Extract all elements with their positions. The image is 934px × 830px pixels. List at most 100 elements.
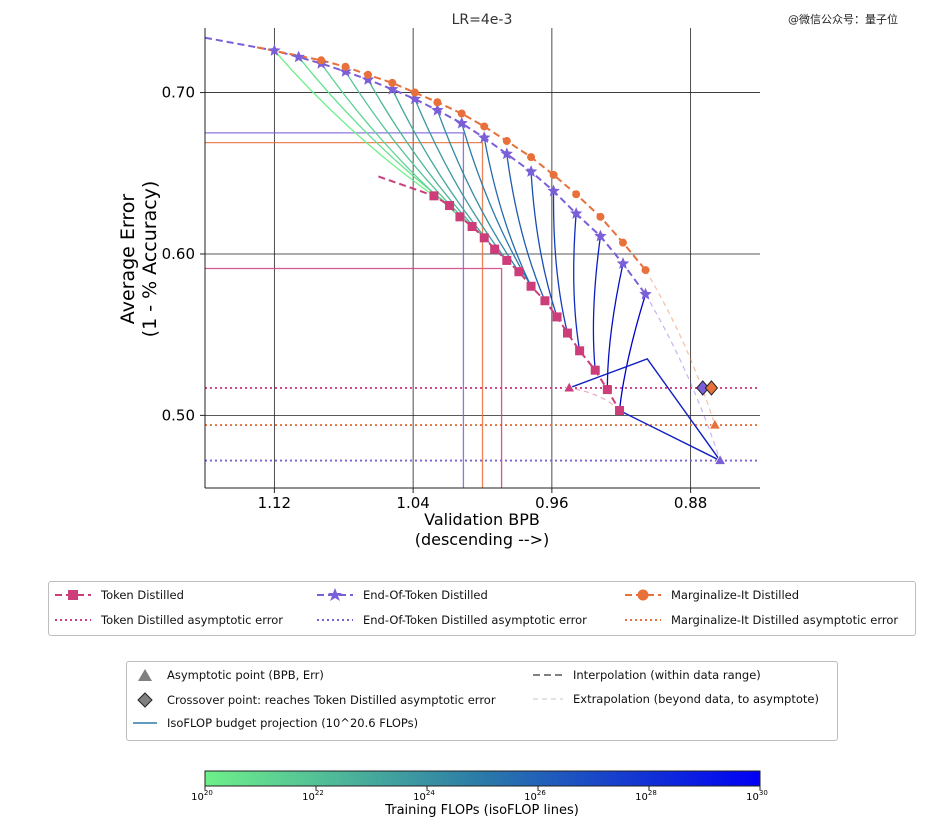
data-point-circle (341, 62, 350, 71)
data-point-square (455, 212, 465, 222)
chart-title: LR=4e-3 (452, 12, 513, 28)
isoflop-line (414, 98, 508, 261)
data-point-star (386, 82, 399, 95)
tick-labels: 1.12 1.04 0.96 0.88 0.50 0.60 0.70 (162, 84, 708, 512)
legend-dotted-line (625, 619, 661, 621)
x-tick-label: 1.04 (396, 494, 429, 512)
colorbar-tick-label: 1020 (191, 789, 213, 803)
reference-line (205, 267, 503, 488)
legend-label: Interpolation (within data range) (573, 668, 761, 682)
isoflop-line (619, 409, 721, 462)
reference-line (205, 141, 484, 488)
legend-eot-distilled: End-Of-Token Distilled (315, 588, 488, 602)
isoflop-line (436, 110, 520, 273)
marker-legend: Asymptotic point (BPB, Err) Interpolatio… (126, 661, 838, 741)
isoflop-line (573, 213, 581, 351)
legend-dotted-line (317, 619, 353, 621)
data-point-star (500, 147, 513, 160)
data-point-star (268, 44, 281, 56)
data-point-circle (317, 56, 326, 65)
crossover-point (696, 380, 710, 396)
data-point-circle (641, 266, 650, 275)
isoflop-line (367, 79, 485, 239)
data-point-square (467, 222, 477, 232)
legend-solid-line (133, 722, 157, 724)
isoflop-line (618, 294, 647, 411)
colorbar-label: Training FLOPs (isoFLOP lines) (384, 803, 579, 818)
x-axis-label: Validation BPB (424, 510, 540, 529)
isoflop-line (506, 153, 546, 302)
legend-label: End-Of-Token Distilled (363, 588, 488, 602)
watermark: @微信公众号：量子位 (788, 13, 898, 26)
x-tick-label: 0.88 (674, 494, 707, 512)
data-point-square (540, 296, 550, 306)
legend-square-marker (55, 590, 91, 600)
data-point-square (602, 385, 612, 395)
triangle-icon (138, 669, 152, 681)
data-point-circle (549, 170, 558, 179)
plot-area (205, 36, 760, 488)
isoflop-line (391, 89, 496, 250)
legend-label: Marginalize-It Distilled asymptotic erro… (671, 613, 899, 627)
legend-marginalize-asymptote: Marginalize-It Distilled asymptotic erro… (623, 613, 898, 627)
isoflop-line (592, 236, 602, 371)
legend-dashed-line (533, 698, 563, 700)
data-point-square (552, 312, 562, 322)
legend-token-asymptote: Token Distilled asymptotic error (53, 613, 283, 627)
colorbar-tick-label: 1024 (413, 789, 435, 803)
data-point-circle (502, 136, 511, 145)
isoflop-line (568, 358, 721, 461)
data-point-circle (527, 153, 536, 162)
series-legend: Token Distilled End-Of-Token Distilled M… (48, 581, 916, 636)
y-tick-label: 0.50 (162, 406, 195, 424)
colorbar-tick-label: 1026 (524, 789, 546, 803)
data-point-square (526, 281, 536, 291)
legend-interpolation: Interpolation (within data range) (531, 668, 761, 682)
data-point-star (431, 103, 444, 116)
extrapolation-curve (645, 269, 716, 426)
interpolation-curve (378, 175, 621, 412)
data-point-circle (364, 70, 373, 79)
data-point-circle (618, 238, 627, 247)
data-point-circle (457, 109, 466, 118)
data-point-square (429, 191, 439, 201)
data-point-star (408, 92, 421, 105)
legend-isoflop: IsoFLOP budget projection (10^20.6 FLOPs… (131, 716, 418, 730)
extrapolation-curve (645, 294, 721, 461)
data-point-star (339, 65, 352, 77)
colorbar-tick-label: 1030 (746, 789, 768, 803)
asymptotic-point (563, 381, 576, 393)
data-point-star (616, 257, 630, 269)
asymptotic-point (713, 453, 727, 465)
isoflop-line (483, 137, 532, 287)
asymptotic-point (708, 418, 722, 430)
y-tick-label: 0.60 (162, 245, 195, 263)
data-point-star (455, 116, 468, 129)
colorbar-tick-label: 1028 (635, 789, 657, 803)
interpolation-curve (256, 46, 647, 271)
legend-marginalize-distilled: Marginalize-It Distilled (623, 588, 799, 602)
legend-label: Token Distilled (101, 588, 184, 602)
data-point-square (479, 233, 489, 243)
x-tick-label: 0.96 (535, 494, 568, 512)
data-point-circle (433, 98, 442, 107)
legend-dashed-line (533, 674, 563, 676)
diamond-icon (137, 692, 153, 708)
legend-eot-asymptote: End-Of-Token Distilled asymptotic error (315, 613, 587, 627)
data-point-circle (410, 88, 419, 97)
legend-label: End-Of-Token Distilled asymptotic error (363, 613, 587, 627)
data-point-square (562, 328, 572, 338)
isoflop-line (530, 171, 558, 318)
y-tick-label: 0.70 (162, 84, 195, 102)
y-axis-label: Average Error (117, 194, 139, 325)
data-point-star (292, 50, 305, 63)
data-point-circle (480, 122, 489, 131)
legend-label: Crossover point: reaches Token Distilled… (167, 693, 496, 707)
isoflop-line (606, 263, 624, 390)
legend-asymptotic-point: Asymptotic point (BPB, Err) (131, 668, 324, 682)
y-axis-label-secondary: (1 - % Accuracy) (139, 181, 161, 338)
interpolation-curve (205, 36, 647, 295)
legend-extrapolation: Extrapolation (beyond data, to asymptote… (531, 692, 819, 706)
data-point-square (445, 201, 455, 211)
